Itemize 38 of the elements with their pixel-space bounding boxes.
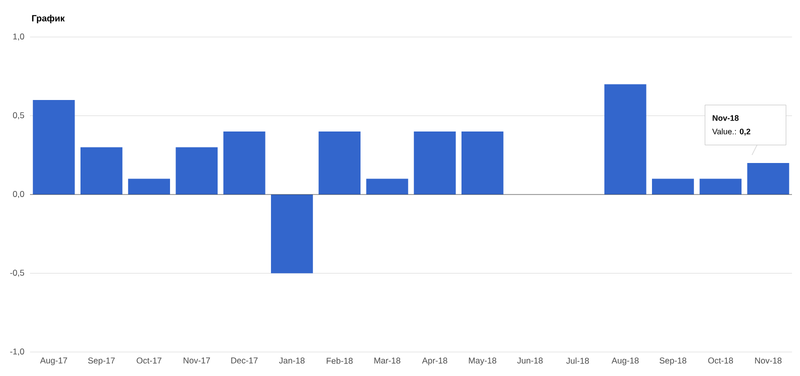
bar [461, 132, 504, 194]
bar [604, 84, 646, 194]
x-tick-label: Mar-18 [374, 358, 400, 364]
x-tick-label: Sep-18 [660, 358, 686, 366]
x-tick-label: Jan-18 [279, 358, 305, 364]
x-tick-label: Oct-17 [136, 358, 162, 364]
bar [176, 147, 218, 194]
x-tick-label: Oct-18 [708, 358, 733, 364]
bar [270, 194, 313, 274]
bar [652, 178, 694, 194]
x-tick-label: Jul-18 [566, 358, 589, 364]
bar [700, 178, 742, 194]
y-tick-label: 0,5 [12, 112, 24, 120]
annotation: Nov-18 [712, 115, 739, 121]
x-tick-label: Nov-17 [184, 358, 210, 364]
x-tick-label: Nov-18 [755, 358, 782, 364]
y-tick-label: -0,5 [10, 270, 24, 277]
annotation: Value.: 0,2 [712, 128, 750, 136]
x-tick-label: Aug-17 [40, 358, 68, 366]
bar [32, 100, 75, 194]
x-tick-label: Sep-17 [88, 358, 115, 366]
bar [366, 178, 408, 194]
bar [414, 132, 456, 194]
x-tick-label: Aug-18 [612, 358, 639, 366]
bar [747, 163, 790, 194]
bar [128, 178, 170, 194]
x-tick-label: Dec-17 [231, 358, 258, 364]
chart-title: График [32, 14, 65, 24]
x-tick-label: Feb-18 [326, 358, 353, 364]
y-tick-label: -1,0 [10, 348, 24, 356]
bar [223, 132, 266, 194]
x-tick-label: May-18 [468, 358, 496, 366]
y-tick-label: 1,0 [13, 33, 24, 41]
y-tick-label: 0,0 [12, 190, 24, 198]
x-tick-label: Apr-18 [422, 358, 448, 366]
x-tick-label: Jun-18 [517, 358, 543, 364]
bar [318, 132, 361, 194]
bar [80, 147, 122, 194]
